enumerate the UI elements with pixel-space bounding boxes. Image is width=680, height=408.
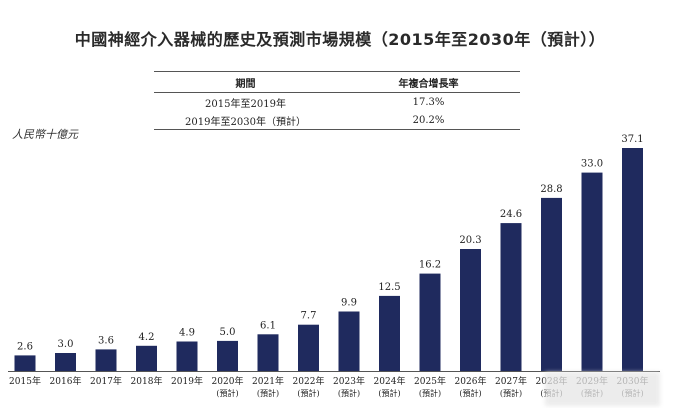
bar-2019年 [176,341,198,371]
x-tick-label: 2025年 [414,375,446,387]
table-cell-cagr: 17.3% [412,97,445,108]
data-label: 5.0 [220,327,236,338]
table-cell-period: 2015年至2019年 [205,99,286,110]
table-cell-cagr: 20.2% [337,111,520,130]
cagr-table: 期間 年複合增長率 2015年至2019年 17.3% 2019年至2030年（… [154,71,520,130]
bar-2026年 [460,249,481,371]
x-tick-note: (預計) [257,388,279,398]
data-label: 4.2 [139,332,155,343]
data-label: 3.0 [58,339,74,350]
data-label: 3.6 [98,335,114,346]
x-tick-label: 2023年 [333,375,365,387]
bar-2027年 [500,223,522,371]
x-tick-note: (預計) [216,388,238,398]
chart-title: 中國神經介入器械的歷史及預測市場規模（2015年至2030年（預計）） [74,30,606,49]
data-label: 4.9 [179,328,195,339]
bar-2028年 [541,197,562,371]
blurred-watermark [545,372,660,406]
bar-2030年 [622,148,643,371]
data-label: 7.7 [301,311,317,322]
data-label: 28.8 [540,184,562,195]
data-label: 24.6 [500,209,522,220]
bar-2016年 [55,353,76,371]
x-tick-label: 2015年 [9,375,41,387]
x-tick-note: (預計) [500,388,522,398]
data-label: 33.0 [581,159,603,170]
data-label: 6.1 [260,320,276,331]
x-tick-label: 2021年 [252,375,284,387]
x-tick-note: (預計) [297,388,319,398]
bar-2021年 [257,334,279,371]
data-label: 2.6 [17,341,33,352]
bar-2024年 [379,295,400,371]
x-tick-label: 2024年 [374,375,406,387]
x-tick-note: (預計) [338,388,360,398]
bar-2015年 [14,355,36,371]
bar-2017年 [95,349,117,371]
bar-2029年 [581,172,603,371]
data-label: 16.2 [419,260,441,271]
x-tick-note: (預計) [378,388,400,398]
x-tick-label: 2020年 [212,375,244,387]
bar-2025年 [419,273,441,371]
x-tick-note: (預計) [419,388,441,398]
bar-2020年 [217,340,238,371]
x-tick-label: 2016年 [50,375,82,387]
table-header-cagr: 年複合增長率 [337,71,520,93]
bar-2023年 [338,311,360,371]
x-tick-note: (預計) [459,388,481,398]
x-tick-label: 2027年 [495,375,527,387]
table-row: 2019年至2030年（預計） 20.2% [154,111,520,130]
data-label: 9.9 [341,298,357,309]
table-row: 2015年至2019年 17.3% [154,93,520,112]
bar-2018年 [136,345,157,371]
table-cell-period: 2019年至2030年（預計） [154,111,337,130]
x-tick-label: 2017年 [90,375,122,387]
table-header-period: 期間 [154,71,337,93]
data-label: 37.1 [621,134,643,145]
x-tick-label: 2022年 [293,375,325,387]
x-tick-label: 2018年 [131,375,163,387]
bar-2022年 [298,324,319,371]
data-label: 12.5 [378,282,400,293]
x-tick-label: 2019年 [171,375,203,387]
y-axis-unit-label: 人民幣十億元 [12,128,78,141]
x-tick-label: 2026年 [455,375,487,387]
data-label: 20.3 [459,235,481,246]
